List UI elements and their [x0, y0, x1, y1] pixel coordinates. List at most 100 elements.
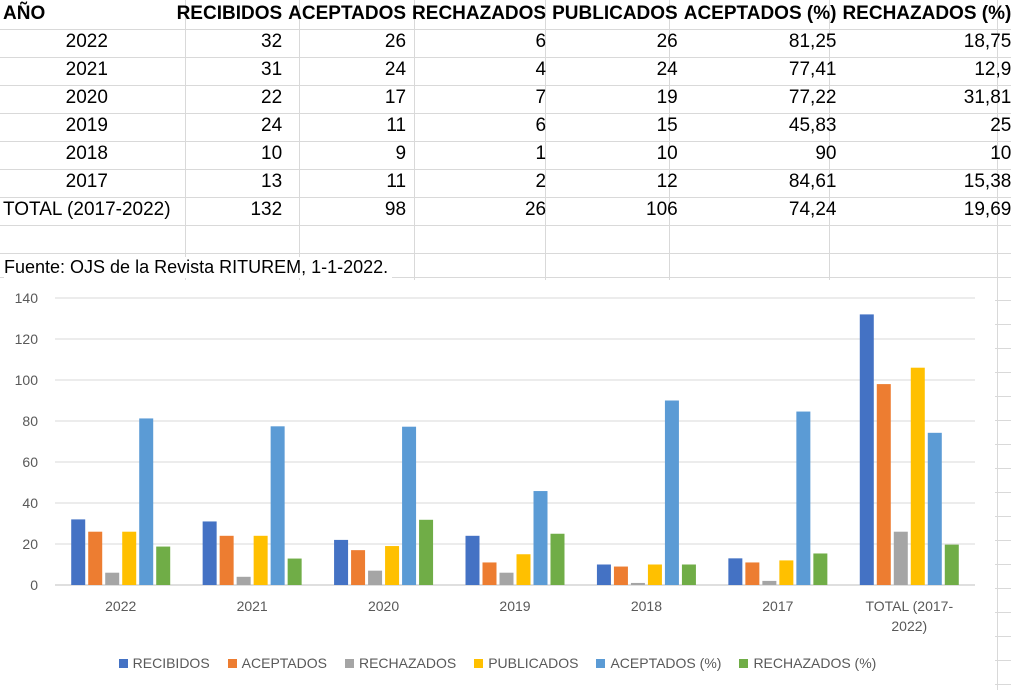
bar[interactable]	[385, 546, 400, 585]
table-cell: 77,22	[788, 87, 837, 108]
bar[interactable]	[613, 566, 628, 585]
table-row: TOTAL (2017-2022) 132 98 26 106 74,24 19,69	[0, 196, 1011, 224]
bar[interactable]	[745, 562, 760, 585]
bar[interactable]	[88, 531, 103, 585]
table-cell: 12	[656, 171, 678, 192]
table-cell: 32	[261, 31, 283, 52]
bar[interactable]	[796, 411, 811, 585]
source-note: Fuente: OJS de la Revista RITUREM, 1-1-2…	[4, 257, 393, 278]
x-tick-label: 2020	[368, 598, 399, 614]
bar[interactable]	[813, 553, 828, 585]
bar[interactable]	[419, 519, 434, 585]
bar[interactable]	[664, 400, 679, 586]
table-cell: 17	[384, 87, 407, 108]
bar[interactable]	[219, 535, 234, 585]
bar[interactable]	[368, 570, 383, 585]
table-cell: 25	[990, 115, 1011, 136]
bar[interactable]	[516, 554, 531, 585]
legend-item[interactable]: ACEPTADOS (%)	[596, 655, 721, 671]
table-cell: 26	[524, 199, 547, 220]
chart[interactable]: 0 20 40 60 80 100 120 140 2022 2021 2020 2019 2018 20…	[0, 280, 995, 690]
table-cell: 24	[384, 59, 407, 80]
legend-item[interactable]: RECHAZADOS	[344, 655, 456, 671]
table-cell: 10	[990, 143, 1011, 164]
bar[interactable]	[105, 572, 120, 585]
bar[interactable]	[402, 426, 417, 585]
table-cell: 19,69	[963, 199, 1011, 220]
y-tick-label: 0	[30, 577, 38, 593]
bar[interactable]	[334, 539, 349, 585]
legend-item[interactable]: RECHAZADOS (%)	[739, 655, 876, 671]
table-cell: 2019	[65, 115, 108, 136]
x-tick-label: 2022	[105, 598, 136, 614]
legend-item[interactable]: PUBLICADOS	[474, 655, 578, 671]
table-cell: 7	[535, 87, 547, 108]
table-row: 2021 31 24 4 24 77,41 12,9	[0, 56, 1011, 84]
legend-label: RECIBIDOS	[132, 655, 210, 671]
legend-item[interactable]: RECIBIDOS	[118, 655, 210, 671]
bar[interactable]	[351, 550, 366, 585]
column-header: RECIBIDOS	[176, 3, 283, 24]
bar[interactable]	[287, 558, 302, 585]
bar[interactable]	[550, 533, 565, 585]
table-cell: 4	[535, 59, 547, 80]
table-row: 2017 13 11 2 12 84,61 15,38	[0, 168, 1011, 196]
bar[interactable]	[71, 519, 86, 585]
column-header: RECHAZADOS (%)	[842, 3, 1011, 24]
bar[interactable]	[533, 491, 548, 585]
bar[interactable]	[465, 535, 480, 585]
column-header: PUBLICADOS	[552, 3, 678, 24]
bar[interactable]	[681, 564, 696, 586]
y-tick-label: 60	[22, 454, 38, 470]
table-cell: 2017	[65, 171, 108, 192]
bar[interactable]	[910, 367, 925, 585]
table-cell: 19	[656, 87, 678, 108]
legend-label: ACEPTADOS (%)	[610, 655, 722, 671]
bar[interactable]	[156, 546, 171, 585]
bar[interactable]	[482, 562, 497, 585]
bar[interactable]	[270, 426, 285, 585]
bar[interactable]	[122, 531, 137, 585]
bar[interactable]	[499, 572, 514, 585]
bar[interactable]	[596, 564, 611, 586]
table-cell: 18,75	[963, 31, 1011, 52]
legend-swatch	[739, 658, 749, 668]
bar[interactable]	[944, 544, 959, 585]
bar[interactable]	[139, 418, 154, 585]
table-cell: 74,24	[788, 199, 837, 220]
bar[interactable]	[236, 576, 251, 585]
bar[interactable]	[253, 535, 268, 585]
table-cell: 26	[384, 31, 407, 52]
bar[interactable]	[927, 432, 942, 585]
bar[interactable]	[630, 582, 645, 585]
bar[interactable]	[762, 580, 777, 585]
table-cell: 9	[395, 143, 407, 164]
table-cell: 11	[386, 115, 407, 136]
table-cell: 15,38	[963, 171, 1011, 192]
x-tick-label: 2022)	[891, 618, 927, 634]
column-header: AÑO	[3, 3, 46, 24]
bar[interactable]	[859, 314, 874, 585]
bar[interactable]	[202, 521, 217, 585]
bar[interactable]	[647, 564, 662, 586]
legend-swatch	[474, 658, 484, 668]
table-cell: 13	[261, 171, 283, 192]
table-cell: 22	[261, 87, 283, 108]
table-cell: 2020	[65, 87, 108, 108]
bar[interactable]	[728, 558, 743, 585]
x-tick-label: 2021	[237, 598, 268, 614]
column-header: RECHAZADOS	[412, 3, 547, 24]
bar[interactable]	[893, 531, 908, 585]
legend-item[interactable]: ACEPTADOS	[227, 655, 327, 671]
y-tick-label: 140	[15, 290, 39, 306]
table-cell: 10	[656, 143, 678, 164]
table-cell: 106	[646, 199, 678, 220]
y-tick-label: 40	[22, 495, 38, 511]
table-cell: 24	[261, 115, 283, 136]
table-cell: 26	[656, 31, 678, 52]
x-tick-label: 2017	[762, 598, 793, 614]
bar[interactable]	[779, 560, 794, 585]
table-row: 2020 22 17 7 19 77,22 31,81	[0, 84, 1011, 112]
bar[interactable]	[876, 384, 891, 585]
